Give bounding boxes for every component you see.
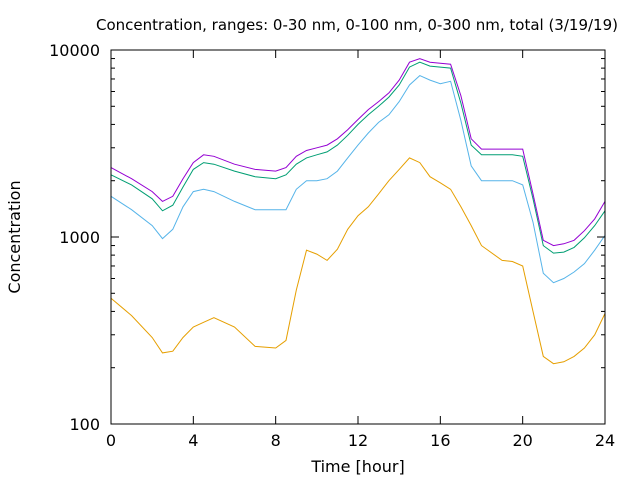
series-line-4	[110, 58, 606, 247]
y-tick-label: 1000	[59, 228, 100, 247]
x-tick-label: 16	[430, 431, 450, 450]
y-tick-label: 100	[69, 415, 100, 434]
x-tick-label: 8	[271, 431, 281, 450]
x-axis-ticks: 0 4 8 12 16 20 24	[106, 50, 615, 450]
x-tick-label: 4	[188, 431, 198, 450]
x-axis-title: Time [hour]	[310, 457, 404, 476]
plot-frame	[110, 49, 606, 425]
series-line-2	[110, 75, 606, 284]
y-axis-ticks: 100 1000 10000	[49, 41, 605, 434]
y-axis-title: Concentration	[5, 180, 24, 293]
x-tick-label: 12	[348, 431, 368, 450]
x-tick-label: 24	[595, 431, 615, 450]
chart-title: Concentration, ranges: 0-30 nm, 0-100 nm…	[96, 16, 618, 34]
x-tick-label: 20	[512, 431, 532, 450]
y-tick-label: 10000	[49, 41, 100, 60]
plot-series	[110, 58, 606, 365]
series-line-1	[110, 157, 606, 365]
x-tick-label: 0	[106, 431, 116, 450]
series-line-3	[110, 61, 606, 254]
